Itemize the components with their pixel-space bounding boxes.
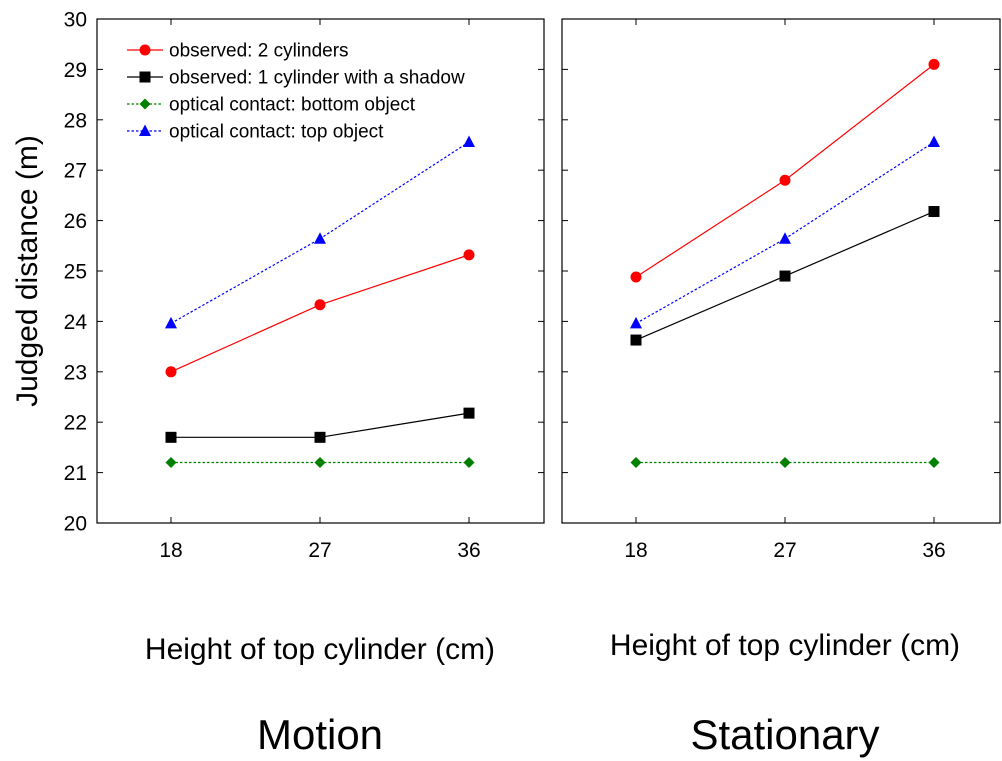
x-tick-label: 18	[624, 539, 647, 562]
y-tick-label: 24	[64, 311, 88, 334]
data-point-optical-contact-bottom-object	[165, 457, 177, 469]
series-line-observed-2-cylinders	[635, 63, 935, 278]
x-axis-label: Height of top cylinder (cm)	[145, 633, 495, 666]
data-point-observed-2-cylinders	[630, 271, 642, 283]
y-tick-label: 30	[64, 9, 87, 32]
data-point-optical-contact-top-object	[928, 135, 940, 147]
y-tick-label: 28	[64, 109, 87, 132]
y-tick-label: 22	[64, 412, 87, 435]
y-tick-label: 25	[64, 261, 87, 284]
data-point-observed-1-cylinder-with-a-shadow	[314, 431, 326, 443]
data-point-observed-1-cylinder-with-a-shadow	[463, 407, 475, 419]
data-point-observed-1-cylinder-with-a-shadow	[630, 334, 642, 346]
x-tick-label: 36	[457, 539, 480, 562]
legend: observed: 2 cylinders observed: 1 cylinde…	[127, 41, 465, 143]
chart-panel-stationary: 18 27 36 Height of top cylinder (cm) Station…	[561, 18, 1001, 758]
data-point-observed-2-cylinders	[314, 299, 326, 311]
legend-label: optical contact: bottom object	[169, 95, 416, 116]
legend-marker	[139, 124, 151, 136]
legend-label: optical contact: top object	[169, 122, 384, 143]
y-tick-label: 27	[64, 160, 87, 183]
data-point-observed-2-cylinders	[463, 249, 475, 261]
y-tick-label: 20	[64, 513, 87, 536]
legend-marker	[139, 71, 151, 83]
x-tick-label: 27	[773, 539, 796, 562]
data-point-observed-2-cylinders	[779, 174, 791, 186]
data-point-observed-2-cylinders	[928, 58, 940, 70]
y-tick-label: 26	[64, 210, 87, 233]
y-axis-label: Judged distance (m)	[11, 135, 44, 407]
data-point-optical-contact-top-object	[165, 316, 177, 329]
y-tick-label: 29	[64, 59, 87, 82]
x-axis-label: Height of top cylinder (cm)	[610, 629, 960, 662]
data-point-optical-contact-bottom-object	[779, 457, 791, 469]
data-point-observed-2-cylinders	[165, 366, 177, 378]
data-point-observed-1-cylinder-with-a-shadow	[928, 206, 940, 218]
data-point-observed-1-cylinder-with-a-shadow	[165, 431, 177, 443]
x-tick-label: 18	[159, 539, 182, 562]
data-point-optical-contact-bottom-object	[314, 457, 326, 469]
data-point-optical-contact-top-object	[314, 232, 326, 244]
y-tick-label: 23	[64, 361, 87, 384]
data-point-optical-contact-bottom-object	[928, 457, 940, 469]
data-point-optical-contact-bottom-object	[463, 457, 475, 469]
y-tick-label: 21	[64, 462, 87, 485]
x-tick-label: 36	[922, 539, 945, 562]
data-point-optical-contact-top-object	[779, 232, 791, 244]
legend-marker	[139, 44, 151, 56]
data-point-optical-contact-top-object	[463, 135, 475, 147]
data-point-observed-1-cylinder-with-a-shadow	[779, 270, 791, 282]
x-tick-label: 27	[308, 539, 331, 562]
panel-title: Stationary	[690, 711, 879, 758]
panel-title: Motion	[257, 711, 383, 758]
legend-marker	[139, 98, 151, 110]
legend-label: observed: 2 cylinders	[169, 41, 349, 62]
data-point-optical-contact-bottom-object	[630, 457, 642, 469]
chart-panel-motion: 20 21 22 23 24 25 26 27 28 29 30 18 27 36 Judged dista…	[11, 9, 545, 758]
legend-label: observed: 1 cylinder with a shadow	[169, 68, 465, 89]
data-point-optical-contact-top-object	[630, 316, 642, 329]
series-line-observed-2-cylinders	[170, 254, 470, 373]
